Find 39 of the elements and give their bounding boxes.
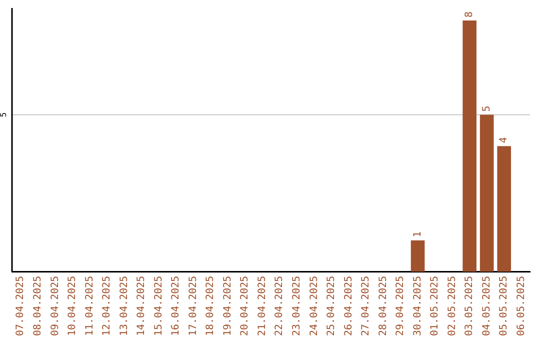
x-tick-label: 05.05.2025 <box>498 276 510 336</box>
data-label: 8 <box>464 12 476 18</box>
x-tick-label: 12.04.2025 <box>102 276 113 336</box>
x-tick-label: 26.04.2025 <box>343 276 354 336</box>
x-tick-label: 02.05.2025 <box>446 276 458 336</box>
x-tick-label: 10.04.2025 <box>67 276 78 336</box>
x-tick-label: 27.04.2025 <box>360 276 372 336</box>
x-tick-label: 01.05.2025 <box>430 276 441 336</box>
x-tick-label: 29.04.2025 <box>395 276 406 336</box>
x-tick-label: 07.04.2025 <box>15 276 26 336</box>
bar <box>497 146 512 272</box>
x-tick-label: 15.04.2025 <box>153 276 164 336</box>
x-tick-label: 09.04.2025 <box>50 276 61 336</box>
x-tick-label: 28.04.2025 <box>378 276 389 336</box>
x-tick-label: 11.04.2025 <box>84 276 96 336</box>
bar <box>410 240 425 272</box>
x-tick-label: 25.04.2025 <box>326 276 338 336</box>
bar <box>462 20 476 272</box>
x-tick-label: 19.04.2025 <box>222 276 234 336</box>
x-tick-label: 23.04.2025 <box>291 276 302 336</box>
x-tick-label: 08.04.2025 <box>32 276 44 336</box>
bar <box>480 114 494 272</box>
x-tick-label: 30.04.2025 <box>412 276 424 336</box>
x-tick-label: 13.04.2025 <box>118 276 130 336</box>
data-label: 4 <box>498 137 510 144</box>
data-label: 5 <box>481 106 492 112</box>
x-tick-label: 03.05.2025 <box>464 276 476 336</box>
x-tick-label: 20.04.2025 <box>240 276 251 336</box>
ref-line-label: 5 <box>0 112 8 118</box>
x-tick-label: 17.04.2025 <box>188 276 199 336</box>
x-tick-label: 18.04.2025 <box>205 276 216 336</box>
x-tick-label: 14.04.2025 <box>136 276 148 336</box>
data-label: 1 <box>412 231 424 238</box>
x-tick-label: 06.05.2025 <box>516 276 527 336</box>
x-tick-label: 24.04.2025 <box>308 276 320 336</box>
x-tick-label: 22.04.2025 <box>274 276 286 336</box>
x-tick-label: 16.04.2025 <box>170 276 182 336</box>
x-tick-label: 21.04.2025 <box>256 276 268 336</box>
x-tick-label: 04.05.2025 <box>481 276 492 336</box>
